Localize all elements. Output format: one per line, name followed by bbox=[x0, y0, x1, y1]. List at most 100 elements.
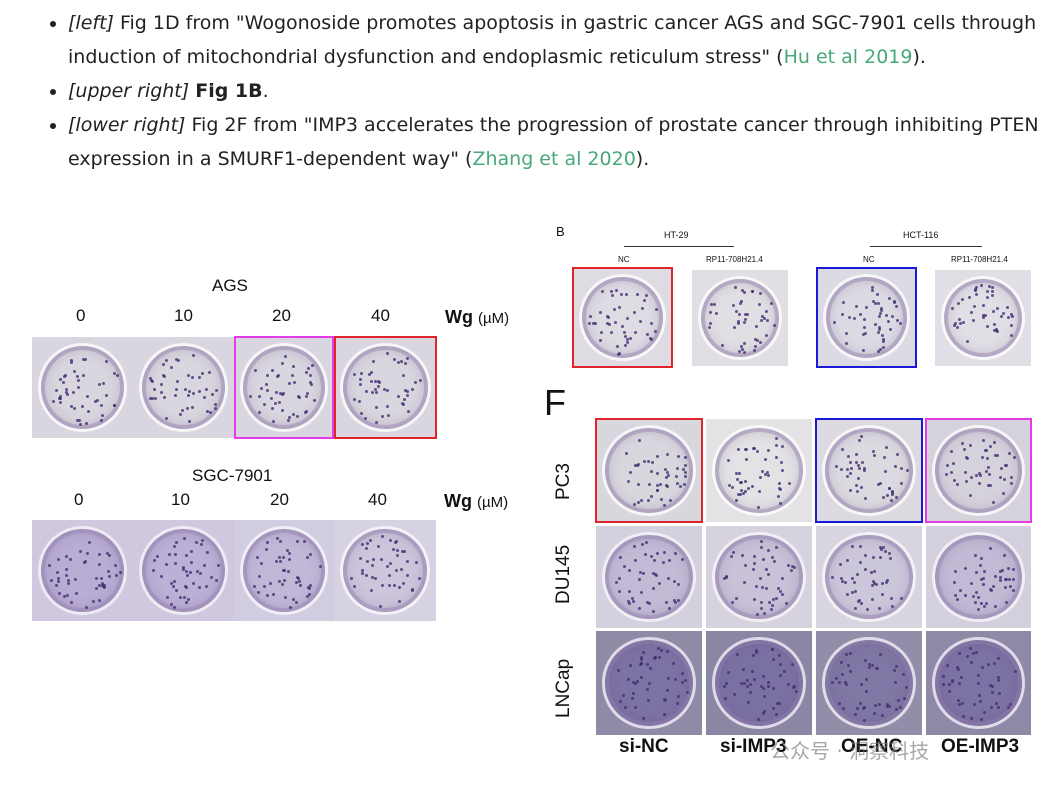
colony-dot bbox=[882, 345, 886, 349]
colony-dot bbox=[877, 606, 881, 610]
colony-dot bbox=[878, 482, 882, 486]
colony-dot bbox=[948, 683, 952, 687]
colony-dot bbox=[769, 301, 773, 305]
colony-dot bbox=[652, 558, 656, 562]
colony-dot bbox=[879, 555, 883, 559]
colony-dot bbox=[623, 564, 627, 568]
colony-dot bbox=[75, 591, 79, 595]
colony-dot bbox=[984, 448, 988, 452]
colony-dot bbox=[880, 581, 884, 585]
colony-dot bbox=[987, 466, 991, 470]
colony-plate bbox=[706, 631, 812, 735]
colony-dot bbox=[858, 467, 862, 471]
colony-dot bbox=[775, 436, 779, 440]
colony-dot bbox=[876, 350, 880, 354]
colony-dot bbox=[378, 381, 382, 385]
colony-dot bbox=[884, 469, 887, 473]
colony-dot bbox=[841, 580, 845, 584]
colony-dot bbox=[969, 310, 973, 314]
colony-dot bbox=[744, 563, 748, 567]
colony-dot bbox=[148, 377, 152, 381]
colony-dot bbox=[1001, 569, 1004, 573]
colony-dot bbox=[285, 548, 289, 552]
colony-dot bbox=[859, 561, 863, 565]
colony-dot bbox=[389, 561, 393, 565]
colony-dot bbox=[593, 321, 597, 325]
colony-dot bbox=[759, 600, 763, 604]
colony-dot bbox=[996, 306, 1000, 310]
colony-dot bbox=[848, 316, 852, 320]
colony-dot bbox=[78, 419, 82, 423]
colony-dot bbox=[673, 599, 677, 603]
colony-dot bbox=[282, 555, 286, 559]
colony-dot bbox=[65, 390, 69, 394]
colony-dot bbox=[958, 703, 962, 707]
colony-dot bbox=[767, 474, 771, 478]
colony-dot bbox=[997, 706, 1001, 710]
colony-dot bbox=[755, 585, 759, 589]
colony-dot bbox=[874, 301, 877, 305]
colony-dot bbox=[379, 605, 383, 609]
colony-dot bbox=[406, 394, 410, 398]
colony-dot bbox=[306, 366, 310, 370]
group-divider bbox=[870, 246, 982, 247]
colony-dot bbox=[948, 690, 952, 694]
colony-dot bbox=[1006, 706, 1010, 710]
colony-dot bbox=[780, 577, 784, 581]
colony-dot bbox=[774, 545, 778, 549]
colony-dot bbox=[64, 554, 68, 558]
colony-dot bbox=[107, 553, 111, 557]
colony-dot bbox=[623, 706, 627, 710]
colony-dot bbox=[184, 570, 188, 573]
colony-dot bbox=[853, 589, 857, 593]
colony-dot bbox=[681, 680, 685, 684]
colony-dot bbox=[976, 682, 980, 686]
colony-dot bbox=[178, 412, 182, 416]
colony-dot bbox=[51, 400, 55, 403]
colony-dot bbox=[1010, 315, 1014, 319]
colony-dot bbox=[99, 419, 103, 423]
colony-dot bbox=[57, 558, 61, 562]
colony-dot bbox=[864, 497, 868, 501]
colony-dot bbox=[633, 463, 637, 467]
colony-dot bbox=[65, 393, 69, 397]
colony-dot bbox=[992, 328, 996, 332]
colony-dot bbox=[367, 373, 371, 377]
colony-dot bbox=[712, 302, 716, 306]
citation-link[interactable]: Zhang et al 2020 bbox=[472, 148, 636, 170]
colony-dot bbox=[396, 361, 400, 365]
colony-dot bbox=[946, 663, 950, 667]
colony-dot bbox=[1006, 315, 1010, 319]
colony-dot bbox=[871, 299, 875, 303]
colony-dot bbox=[1007, 578, 1011, 582]
colony-dot bbox=[944, 472, 948, 476]
colony-dot bbox=[1001, 311, 1005, 315]
colony-dot bbox=[1003, 585, 1007, 589]
colony-dot bbox=[626, 678, 630, 682]
colony-dot bbox=[652, 586, 656, 590]
colony-dot bbox=[774, 596, 778, 600]
colony-dot bbox=[859, 434, 863, 438]
colony-dot bbox=[765, 586, 769, 590]
colony-dot bbox=[57, 576, 61, 580]
colony-dot bbox=[617, 669, 621, 673]
colony-dot bbox=[150, 396, 154, 400]
colony-dot bbox=[981, 666, 985, 670]
colony-plate bbox=[133, 337, 234, 438]
colony-dot bbox=[291, 373, 295, 377]
colony-dot bbox=[402, 398, 406, 402]
colony-dot bbox=[855, 460, 859, 464]
citation-link[interactable]: Hu et al 2019 bbox=[783, 46, 913, 68]
colony-dot bbox=[195, 541, 199, 545]
colony-dot bbox=[878, 703, 882, 707]
colony-dot bbox=[986, 290, 990, 294]
colony-dot bbox=[166, 595, 170, 599]
colony-dot bbox=[217, 563, 221, 567]
colony-dot bbox=[204, 584, 208, 588]
colony-dot bbox=[161, 362, 165, 366]
colony-dot bbox=[381, 584, 385, 588]
colony-dot bbox=[175, 541, 179, 545]
colony-dot bbox=[1009, 324, 1013, 328]
colony-dot bbox=[777, 701, 781, 705]
colony-dot bbox=[740, 553, 744, 557]
